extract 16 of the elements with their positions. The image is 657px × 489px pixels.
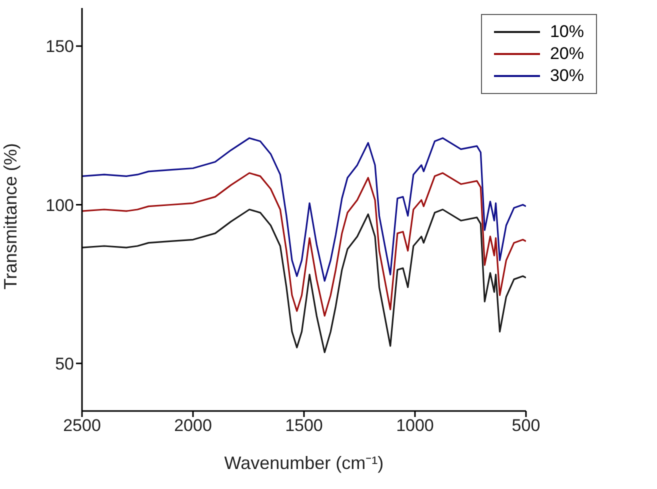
legend-label: 10% xyxy=(550,22,584,42)
y-tick-label: 150 xyxy=(46,37,74,56)
line-series xyxy=(82,208,526,354)
y-tick-label: 100 xyxy=(46,196,74,215)
y-tick-label: 50 xyxy=(55,354,74,374)
legend-label: 30% xyxy=(550,66,584,86)
line-series xyxy=(82,172,526,317)
line-series xyxy=(82,137,526,282)
x-tick-label: 500 xyxy=(512,416,540,436)
x-tick-label: 2500 xyxy=(63,416,101,436)
x-axis-title: Wavenumber (cm⁻¹) xyxy=(224,453,384,473)
legend-label: 20% xyxy=(550,44,584,64)
x-tick-label: 1500 xyxy=(285,416,323,436)
x-tick-label: 1000 xyxy=(396,416,434,436)
x-tick-label: 2000 xyxy=(174,416,212,436)
y-axis-title: Transmittance (%) xyxy=(0,143,20,290)
